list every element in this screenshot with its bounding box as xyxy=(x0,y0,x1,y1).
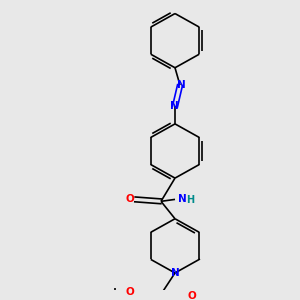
Text: O: O xyxy=(126,194,134,204)
Text: O: O xyxy=(188,291,196,300)
Text: N: N xyxy=(177,80,185,90)
Text: N: N xyxy=(169,101,178,112)
Text: H: H xyxy=(186,195,194,206)
Text: O: O xyxy=(126,287,134,297)
Text: N: N xyxy=(171,268,179,278)
Text: N: N xyxy=(178,194,187,204)
